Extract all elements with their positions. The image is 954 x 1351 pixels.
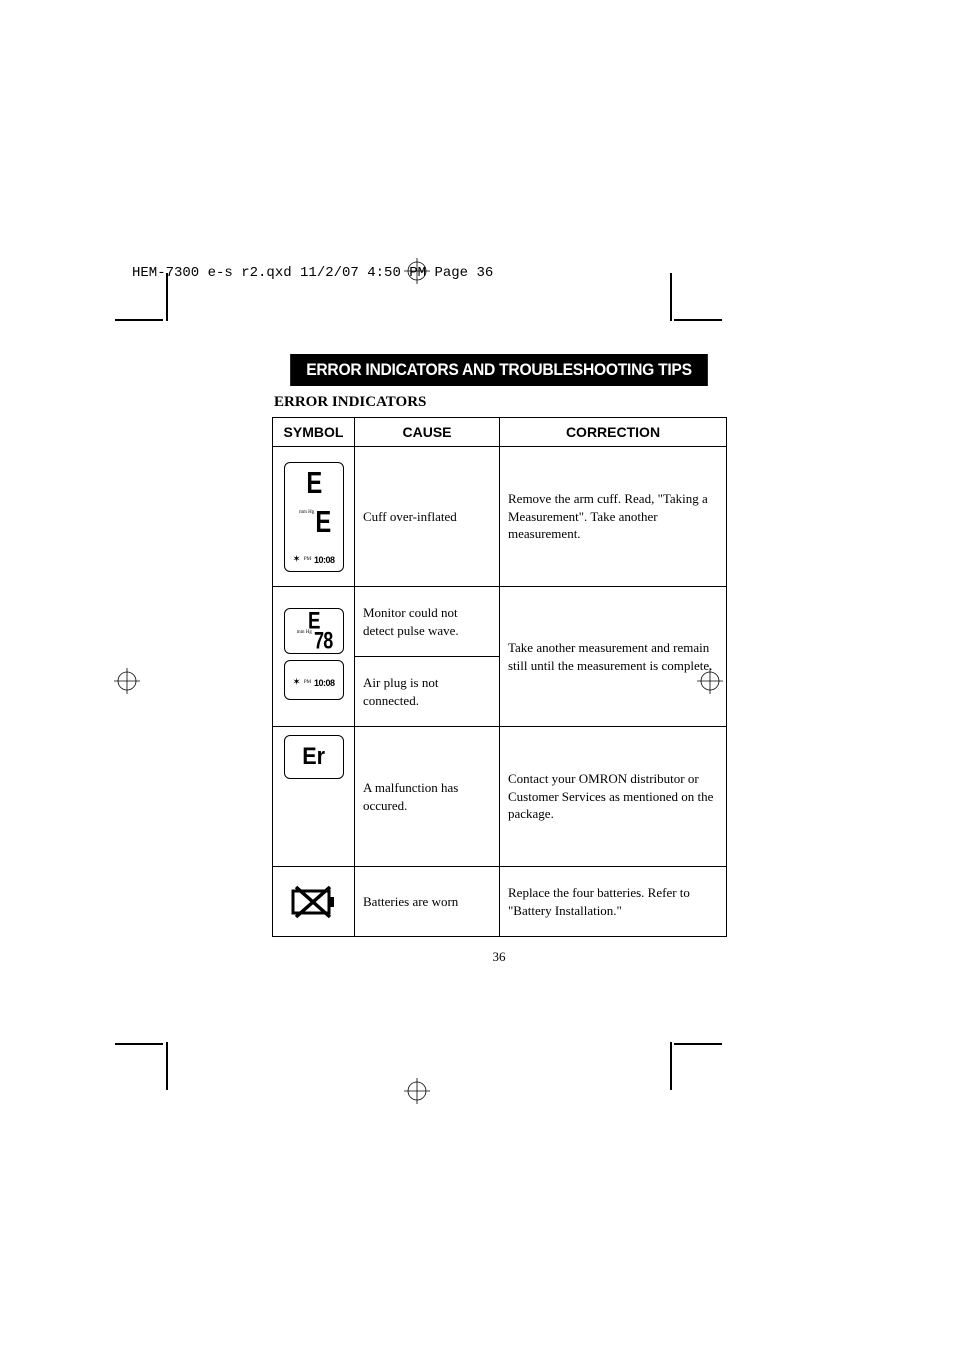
table-row: E mm Hg E ✶ PM 10:08 Cuff over-inflated … [273,447,727,587]
time-label: 10:08 [314,554,335,566]
cause-cell: A malfunction has occured. [355,727,500,867]
correction-cell: Remove the arm cuff. Read, "Taking a Mea… [500,447,727,587]
crop-mark [670,1042,672,1090]
correction-cell: Take another measurement and remain stil… [500,587,727,727]
correction-cell: Contact your OMRON distributor or Custom… [500,727,727,867]
burst-icon: ✶ [292,555,300,565]
symbol-cell-E78: E mm Hg 78 ✶ PM 10:08 [273,587,355,727]
time-label: 10:08 [314,677,335,689]
battery-low-icon [290,885,338,919]
registration-mark-left [114,668,140,694]
crop-mark [166,1042,168,1090]
table-row: Batteries are worn Replace the four batt… [273,867,727,937]
crop-mark [670,273,672,321]
page-number: 36 [272,949,726,965]
registration-mark-top [404,258,430,284]
cause-cell: Air plug is not connected. [355,657,500,727]
registration-mark-bottom [404,1078,430,1104]
th-symbol: SYMBOL [273,418,355,447]
segment-78-icon: 78 [314,629,332,653]
th-cause: CAUSE [355,418,500,447]
table-row: Er A malfunction has occured. Contact yo… [273,727,727,867]
mmhg-label: mm Hg [299,510,314,515]
crop-mark [674,1043,722,1045]
correction-cell: Replace the four batteries. Refer to "Ba… [500,867,727,937]
cause-cell: Monitor could not detect pulse wave. [355,587,500,657]
symbol-cell-Er: Er [273,727,355,867]
table-row: E mm Hg 78 ✶ PM 10:08 Monito [273,587,727,657]
cause-cell: Cuff over-inflated [355,447,500,587]
ampm-label: PM [304,557,311,564]
th-correction: CORRECTION [500,418,727,447]
crop-mark [115,1043,163,1045]
burst-icon: ✶ [292,678,300,688]
segment-E-icon: E [306,469,321,495]
error-table: SYMBOL CAUSE CORRECTION E mm Hg E ✶ [272,417,727,937]
crop-mark [115,319,163,321]
cause-cell: Batteries are worn [355,867,500,937]
symbol-cell-battery [273,867,355,937]
ampm-label: PM [304,680,311,687]
symbol-cell-EE: E mm Hg E ✶ PM 10:08 [273,447,355,587]
section-subtitle: ERROR INDICATORS [272,394,726,411]
er-text-icon: Er [302,741,325,773]
crop-mark [674,319,722,321]
table-header-row: SYMBOL CAUSE CORRECTION [273,418,727,447]
segment-E-icon: E [316,509,331,535]
title-bar: ERROR INDICATORS AND TROUBLESHOOTING TIP… [290,354,708,386]
page-content: ERROR INDICATORS AND TROUBLESHOOTING TIP… [272,354,726,965]
crop-mark [166,273,168,321]
file-header-line: HEM-7300 e-s r2.qxd 11/2/07 4:50 PM Page… [132,265,493,281]
